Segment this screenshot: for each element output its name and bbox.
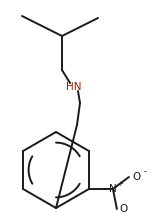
Text: N: N [109,184,117,194]
Text: O: O [120,204,128,214]
Text: O: O [133,172,141,182]
Text: HN: HN [66,82,82,92]
Text: -: - [143,168,146,177]
Text: +: + [117,181,123,187]
